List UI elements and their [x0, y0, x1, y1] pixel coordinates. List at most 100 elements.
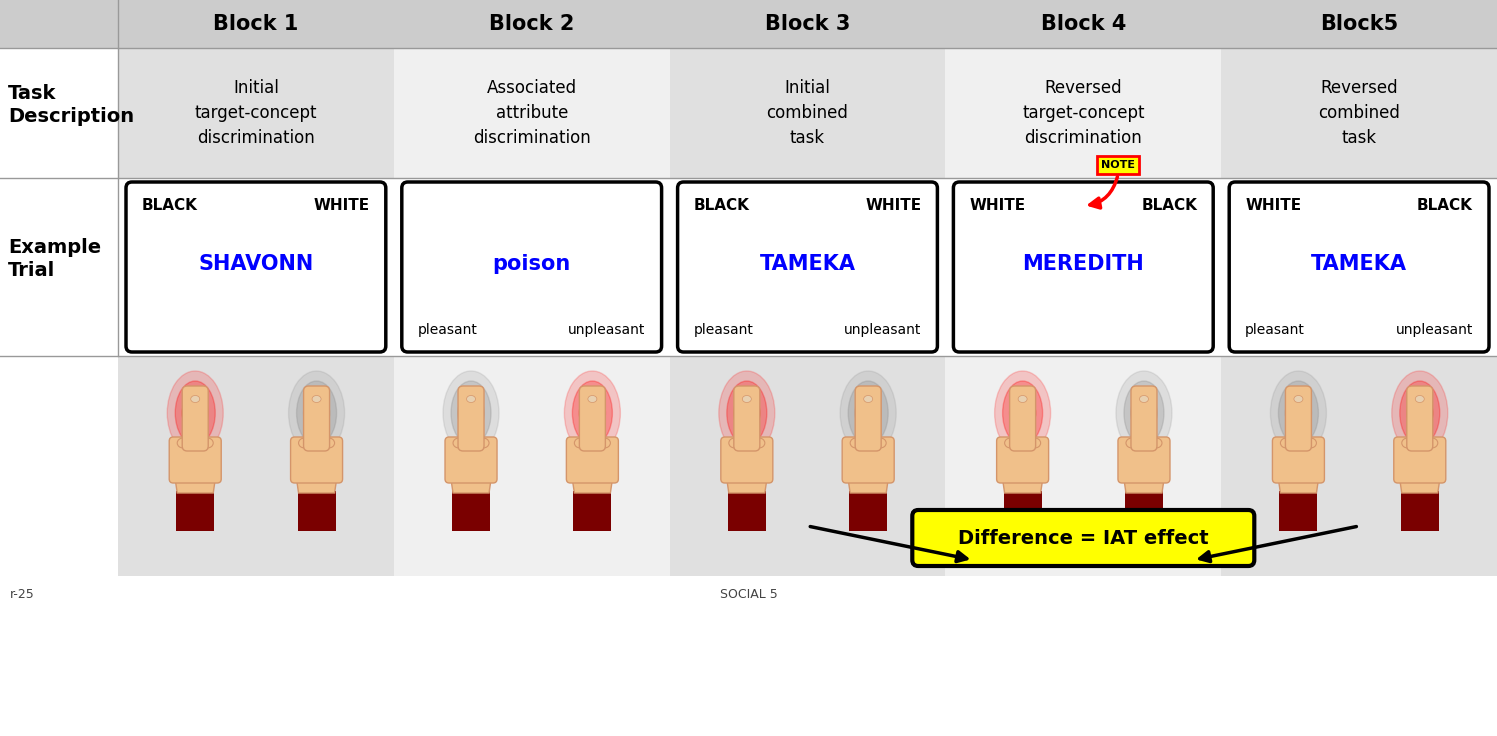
Ellipse shape: [311, 395, 320, 403]
Bar: [1222, 356, 1497, 576]
Ellipse shape: [850, 438, 862, 448]
Ellipse shape: [1126, 438, 1138, 448]
Ellipse shape: [564, 371, 620, 455]
FancyBboxPatch shape: [290, 437, 343, 483]
Text: Reversed
target-concept
discrimination: Reversed target-concept discrimination: [1022, 79, 1145, 147]
Ellipse shape: [1278, 381, 1319, 445]
Text: WHITE: WHITE: [314, 199, 370, 213]
Ellipse shape: [175, 381, 216, 445]
Ellipse shape: [575, 438, 587, 448]
Text: unpleasant: unpleasant: [569, 323, 645, 337]
FancyBboxPatch shape: [126, 182, 386, 352]
Text: r-25: r-25: [10, 587, 34, 601]
Ellipse shape: [840, 371, 897, 455]
Polygon shape: [1121, 466, 1166, 493]
Text: pleasant: pleasant: [1246, 323, 1305, 337]
Bar: [118, 356, 394, 576]
Text: WHITE: WHITE: [865, 199, 921, 213]
Text: MEREDITH: MEREDITH: [1022, 254, 1144, 274]
Bar: [669, 48, 946, 178]
Ellipse shape: [1139, 395, 1148, 403]
Ellipse shape: [1004, 438, 1016, 448]
Ellipse shape: [1293, 395, 1302, 403]
Polygon shape: [570, 466, 614, 493]
Bar: [394, 356, 669, 576]
Bar: [1222, 48, 1497, 178]
Ellipse shape: [310, 438, 322, 448]
FancyBboxPatch shape: [401, 182, 662, 352]
Bar: [1003, 491, 1042, 531]
Ellipse shape: [1280, 438, 1292, 448]
FancyBboxPatch shape: [997, 437, 1048, 483]
Ellipse shape: [1271, 371, 1326, 455]
Text: Difference = IAT effect: Difference = IAT effect: [958, 528, 1208, 548]
Ellipse shape: [289, 371, 344, 455]
Ellipse shape: [1138, 438, 1150, 448]
Ellipse shape: [467, 395, 476, 403]
Text: NOTE: NOTE: [1102, 160, 1135, 170]
Text: SOCIAL 5: SOCIAL 5: [720, 587, 777, 601]
FancyBboxPatch shape: [169, 437, 222, 483]
Polygon shape: [174, 466, 217, 493]
Ellipse shape: [719, 371, 775, 455]
Bar: [946, 48, 1222, 178]
FancyBboxPatch shape: [1118, 437, 1171, 483]
Bar: [0, 48, 118, 178]
Polygon shape: [1000, 466, 1045, 493]
Text: Block 2: Block 2: [490, 14, 575, 34]
Bar: [394, 48, 669, 178]
Bar: [0, 178, 1497, 356]
FancyBboxPatch shape: [1229, 182, 1490, 352]
Text: Block5: Block5: [1320, 14, 1398, 34]
Ellipse shape: [588, 395, 597, 403]
Text: Block 3: Block 3: [765, 14, 850, 34]
Ellipse shape: [1413, 438, 1425, 448]
Bar: [849, 491, 888, 531]
Ellipse shape: [443, 371, 499, 455]
Ellipse shape: [177, 438, 189, 448]
Ellipse shape: [1115, 371, 1172, 455]
Text: pleasant: pleasant: [418, 323, 478, 337]
Ellipse shape: [454, 438, 466, 448]
Ellipse shape: [1009, 393, 1036, 433]
Ellipse shape: [874, 438, 886, 448]
Text: BLACK: BLACK: [1418, 199, 1473, 213]
Ellipse shape: [743, 395, 751, 403]
Polygon shape: [725, 466, 769, 493]
Text: BLACK: BLACK: [142, 199, 198, 213]
Ellipse shape: [1304, 438, 1316, 448]
Ellipse shape: [296, 381, 337, 445]
Ellipse shape: [599, 438, 611, 448]
Text: unpleasant: unpleasant: [1395, 323, 1473, 337]
Ellipse shape: [753, 438, 765, 448]
FancyBboxPatch shape: [183, 386, 208, 451]
Ellipse shape: [572, 381, 612, 445]
Ellipse shape: [579, 393, 605, 433]
Ellipse shape: [466, 438, 478, 448]
Ellipse shape: [1407, 393, 1433, 433]
Bar: [1124, 491, 1163, 531]
Bar: [118, 48, 394, 178]
FancyBboxPatch shape: [1394, 437, 1446, 483]
Ellipse shape: [190, 395, 199, 403]
Text: SHAVONN: SHAVONN: [198, 254, 313, 274]
Text: BLACK: BLACK: [1141, 199, 1198, 213]
FancyBboxPatch shape: [855, 386, 882, 451]
Polygon shape: [1398, 466, 1442, 493]
Bar: [573, 491, 611, 531]
Ellipse shape: [849, 381, 888, 445]
Bar: [452, 491, 490, 531]
FancyBboxPatch shape: [843, 437, 894, 483]
Ellipse shape: [587, 438, 599, 448]
FancyBboxPatch shape: [445, 437, 497, 483]
FancyBboxPatch shape: [566, 437, 618, 483]
Text: pleasant: pleasant: [693, 323, 753, 337]
Text: Example
Trial: Example Trial: [7, 238, 102, 280]
Ellipse shape: [1016, 438, 1028, 448]
Ellipse shape: [1401, 438, 1413, 448]
Text: TAMEKA: TAMEKA: [759, 254, 855, 274]
Ellipse shape: [862, 438, 874, 448]
Ellipse shape: [734, 393, 760, 433]
Ellipse shape: [304, 393, 329, 433]
Ellipse shape: [728, 381, 766, 445]
